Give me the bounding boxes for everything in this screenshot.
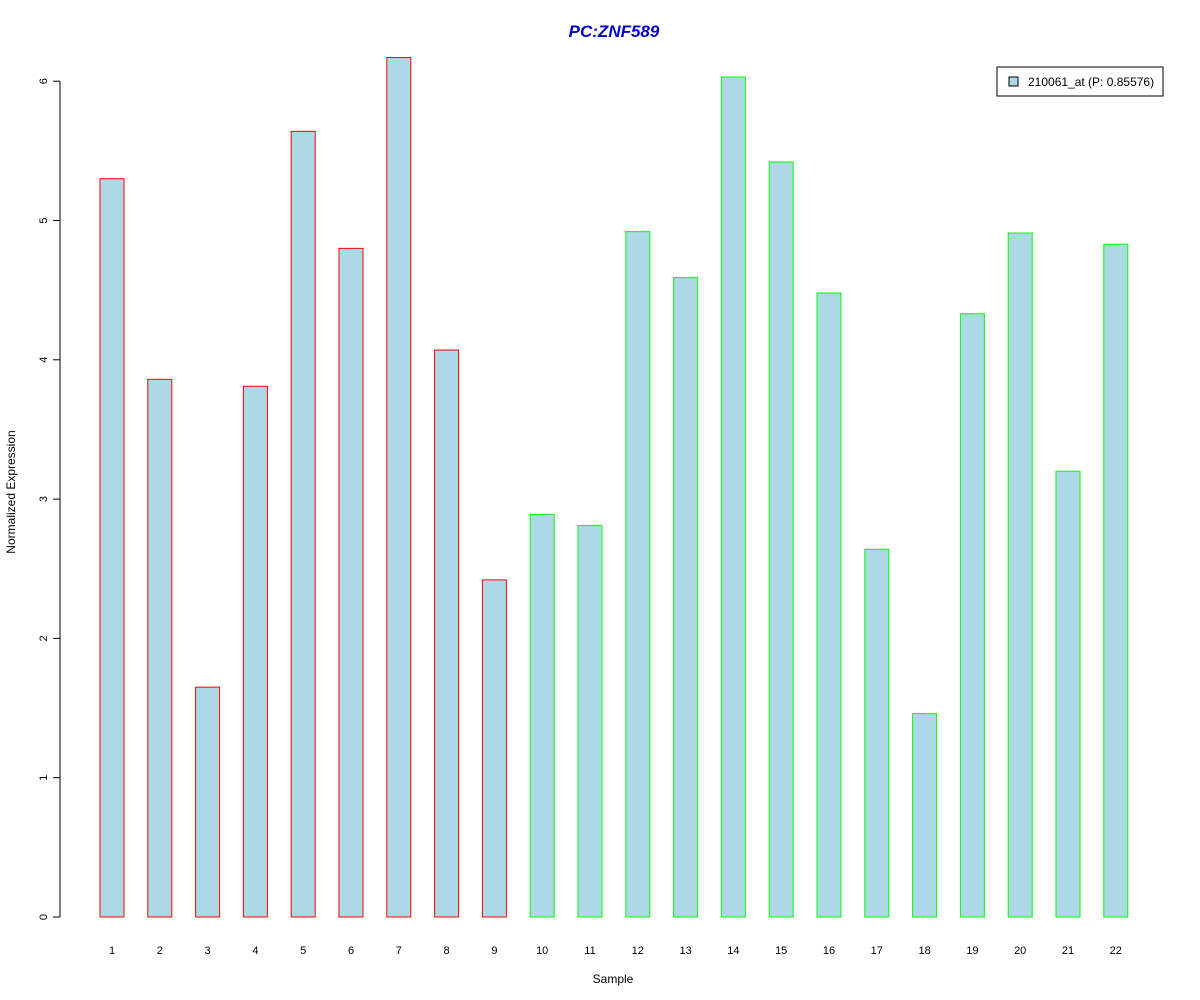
x-tick-label: 7 (396, 945, 402, 957)
x-tick-label: 16 (823, 945, 835, 957)
x-tick-label: 12 (632, 945, 644, 957)
bar-sample-13 (673, 277, 699, 918)
x-tick-label: 10 (536, 945, 548, 957)
bar-sample-11 (577, 525, 603, 918)
bar-sample-19 (959, 313, 985, 918)
y-axis: 0 1 2 3 4 5 6 (38, 78, 61, 920)
bar-sample-5 (290, 130, 316, 918)
y-tick-label: 6 (38, 78, 50, 84)
bar-sample-4 (242, 385, 268, 918)
y-tick-label: 5 (38, 217, 50, 223)
y-tick-label: 2 (38, 635, 50, 641)
y-axis-label: Normalized Expression (4, 430, 18, 553)
x-tick-label: 5 (300, 945, 306, 957)
bar-sample-6 (338, 247, 364, 918)
x-tick-label: 14 (727, 945, 739, 957)
x-tick-label: 15 (775, 945, 787, 957)
bar-sample-8 (434, 349, 460, 918)
bar-series (99, 57, 1129, 918)
bar-sample-17 (864, 548, 890, 918)
x-tick-label: 17 (871, 945, 883, 957)
bar-sample-7 (386, 57, 412, 918)
x-tick-label: 8 (444, 945, 450, 957)
x-axis-label: Sample (593, 972, 634, 986)
x-tick-label: 11 (584, 945, 595, 957)
bar-sample-20 (1007, 232, 1033, 918)
bar-sample-14 (720, 76, 746, 918)
x-tick-label: 1 (109, 945, 115, 957)
bar-sample-16 (816, 292, 842, 918)
x-tick-label: 19 (966, 945, 978, 957)
x-tick-label: 6 (348, 945, 354, 957)
y-tick-label: 4 (38, 357, 50, 363)
x-tick-label: 3 (205, 945, 211, 957)
legend-swatch (1008, 76, 1019, 87)
x-tick-label: 13 (679, 945, 691, 957)
bar-sample-18 (912, 713, 938, 918)
y-tick-label: 0 (38, 914, 50, 920)
bar-sample-9 (481, 579, 507, 918)
bar-sample-22 (1103, 243, 1129, 918)
x-tick-label: 20 (1014, 945, 1026, 957)
bar-sample-15 (768, 161, 794, 918)
x-tick-label: 9 (491, 945, 497, 957)
y-tick-label: 1 (38, 775, 50, 781)
bar-sample-21 (1055, 470, 1081, 918)
x-tick-label: 2 (157, 945, 163, 957)
chart-title: PC:ZNF589 (569, 22, 660, 41)
x-tick-label: 4 (252, 945, 258, 957)
x-tick-labels: 1 2 3 4 5 6 7 8 9 10 11 12 13 14 15 16 17 18 19 20 21 22 (109, 945, 1122, 957)
legend: 210061_at (P: 0.85576) (996, 66, 1164, 97)
legend-box (996, 66, 1164, 97)
x-tick-label: 22 (1110, 945, 1122, 957)
y-tick-label: 3 (38, 496, 50, 502)
bar-sample-3 (195, 686, 221, 918)
x-tick-label: 18 (918, 945, 930, 957)
bar-sample-2 (147, 378, 173, 918)
bar-sample-12 (625, 231, 651, 918)
bar-sample-10 (529, 513, 555, 918)
bar-sample-1 (99, 178, 125, 918)
legend-entry: 210061_at (P: 0.85576) (1028, 75, 1154, 89)
x-tick-label: 21 (1062, 945, 1074, 957)
